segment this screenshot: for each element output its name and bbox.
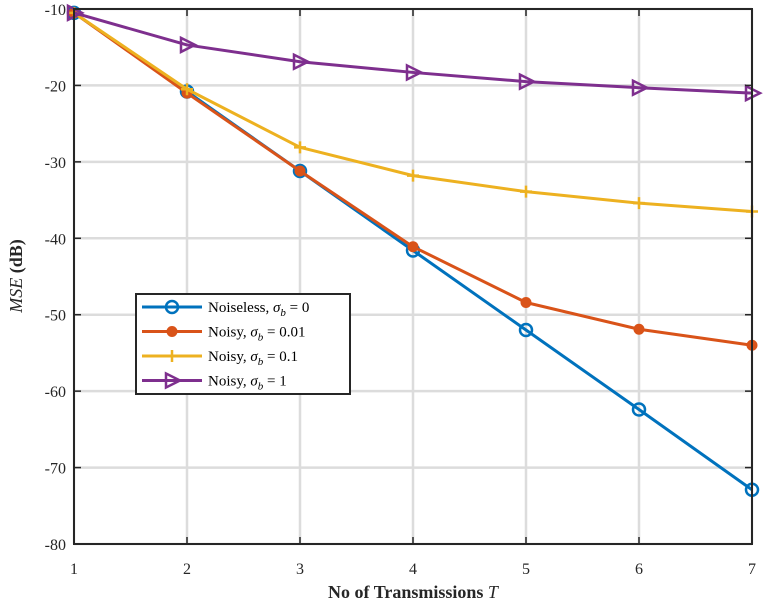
legend-series-name: Noisy,	[208, 325, 250, 341]
x-tick-label: 3	[296, 561, 304, 578]
legend-label: Noisy, σb = 0.1	[208, 349, 298, 368]
data-point	[292, 163, 308, 179]
x-tick-label: 2	[183, 561, 191, 578]
series-group	[66, 3, 763, 497]
x-axis-label-text: No of Transmissions	[328, 582, 483, 602]
axis-ticks	[73, 8, 753, 545]
legend-entry: Noisy, σb = 0.01	[142, 325, 306, 344]
tick-labels: 1 2 3 4 5 6 7 -10 -20 -30 -40 -50 -60 -70 -80	[45, 2, 756, 578]
data-point	[633, 197, 645, 210]
data-point	[294, 165, 306, 177]
x-tick-label: 5	[522, 561, 530, 578]
legend-sigma-value: = 0	[286, 300, 309, 316]
data-point	[520, 296, 532, 308]
y-tick-label: -30	[45, 155, 66, 172]
legend-sigma-value: = 0.1	[263, 349, 298, 365]
y-axis-label: MSE (dB)	[6, 239, 27, 314]
legend-series-name: Noiseless,	[208, 300, 273, 316]
legend-swatch-marker	[164, 299, 180, 315]
legend-series-name: Noisy,	[208, 374, 250, 390]
legend-label: Noiseless, σb = 0	[208, 300, 309, 319]
data-point	[631, 78, 650, 97]
y-tick-label: -10	[45, 2, 66, 19]
data-point	[181, 83, 193, 96]
data-point	[520, 185, 532, 198]
x-tick-label: 4	[409, 561, 417, 578]
legend-sigma-sub: b	[258, 381, 264, 393]
legend-series-name: Noisy,	[208, 349, 250, 365]
x-tick-label: 1	[70, 561, 78, 578]
data-point	[407, 241, 419, 253]
data-point	[179, 35, 198, 54]
legend-sigma: σ	[273, 300, 281, 316]
y-tick-label: -50	[45, 308, 66, 325]
legend-swatch-marker	[164, 371, 183, 390]
y-tick-label: -60	[45, 384, 66, 401]
legend-swatch-marker	[166, 350, 178, 362]
legend-entry: Noiseless, σb = 0	[142, 299, 309, 319]
y-tick-label: -70	[45, 461, 66, 478]
legend-sigma-sub: b	[258, 332, 264, 344]
legend-sigma: σ	[250, 325, 258, 341]
legend-swatch-marker	[166, 326, 178, 337]
data-point	[405, 63, 424, 82]
x-tick-label: 7	[748, 561, 756, 578]
legend-sigma-value: = 0.01	[263, 325, 305, 341]
data-point	[407, 169, 419, 182]
y-tick-label: -40	[45, 231, 66, 248]
legend-label: Noisy, σb = 0.01	[208, 325, 306, 344]
y-axis-label-var: MSE	[6, 278, 26, 314]
legend-sigma-value: = 1	[263, 374, 286, 390]
x-tick-label: 6	[635, 561, 643, 578]
legend-entry: Noisy, σb = 1	[142, 371, 287, 393]
data-point	[518, 72, 537, 91]
data-point	[631, 402, 647, 417]
legend-sigma-sub: b	[258, 356, 264, 368]
series-line	[73, 11, 753, 95]
x-axis-label-var: T	[488, 582, 500, 602]
legend-label: Noisy, σb = 1	[208, 374, 287, 393]
y-tick-label: -80	[45, 537, 66, 554]
data-point	[518, 322, 534, 338]
legend-sigma-sub: b	[280, 307, 286, 319]
y-tick-label: -20	[45, 78, 66, 95]
legend-entry: Noisy, σb = 0.1	[142, 349, 298, 368]
legend-sigma: σ	[250, 349, 258, 365]
data-point	[292, 52, 311, 71]
data-point	[633, 323, 645, 335]
data-point	[294, 141, 306, 154]
x-axis-label: No of Transmissions T	[328, 582, 500, 602]
y-axis-label-unit: (dB)	[6, 239, 27, 273]
legend-sigma: σ	[250, 374, 258, 390]
